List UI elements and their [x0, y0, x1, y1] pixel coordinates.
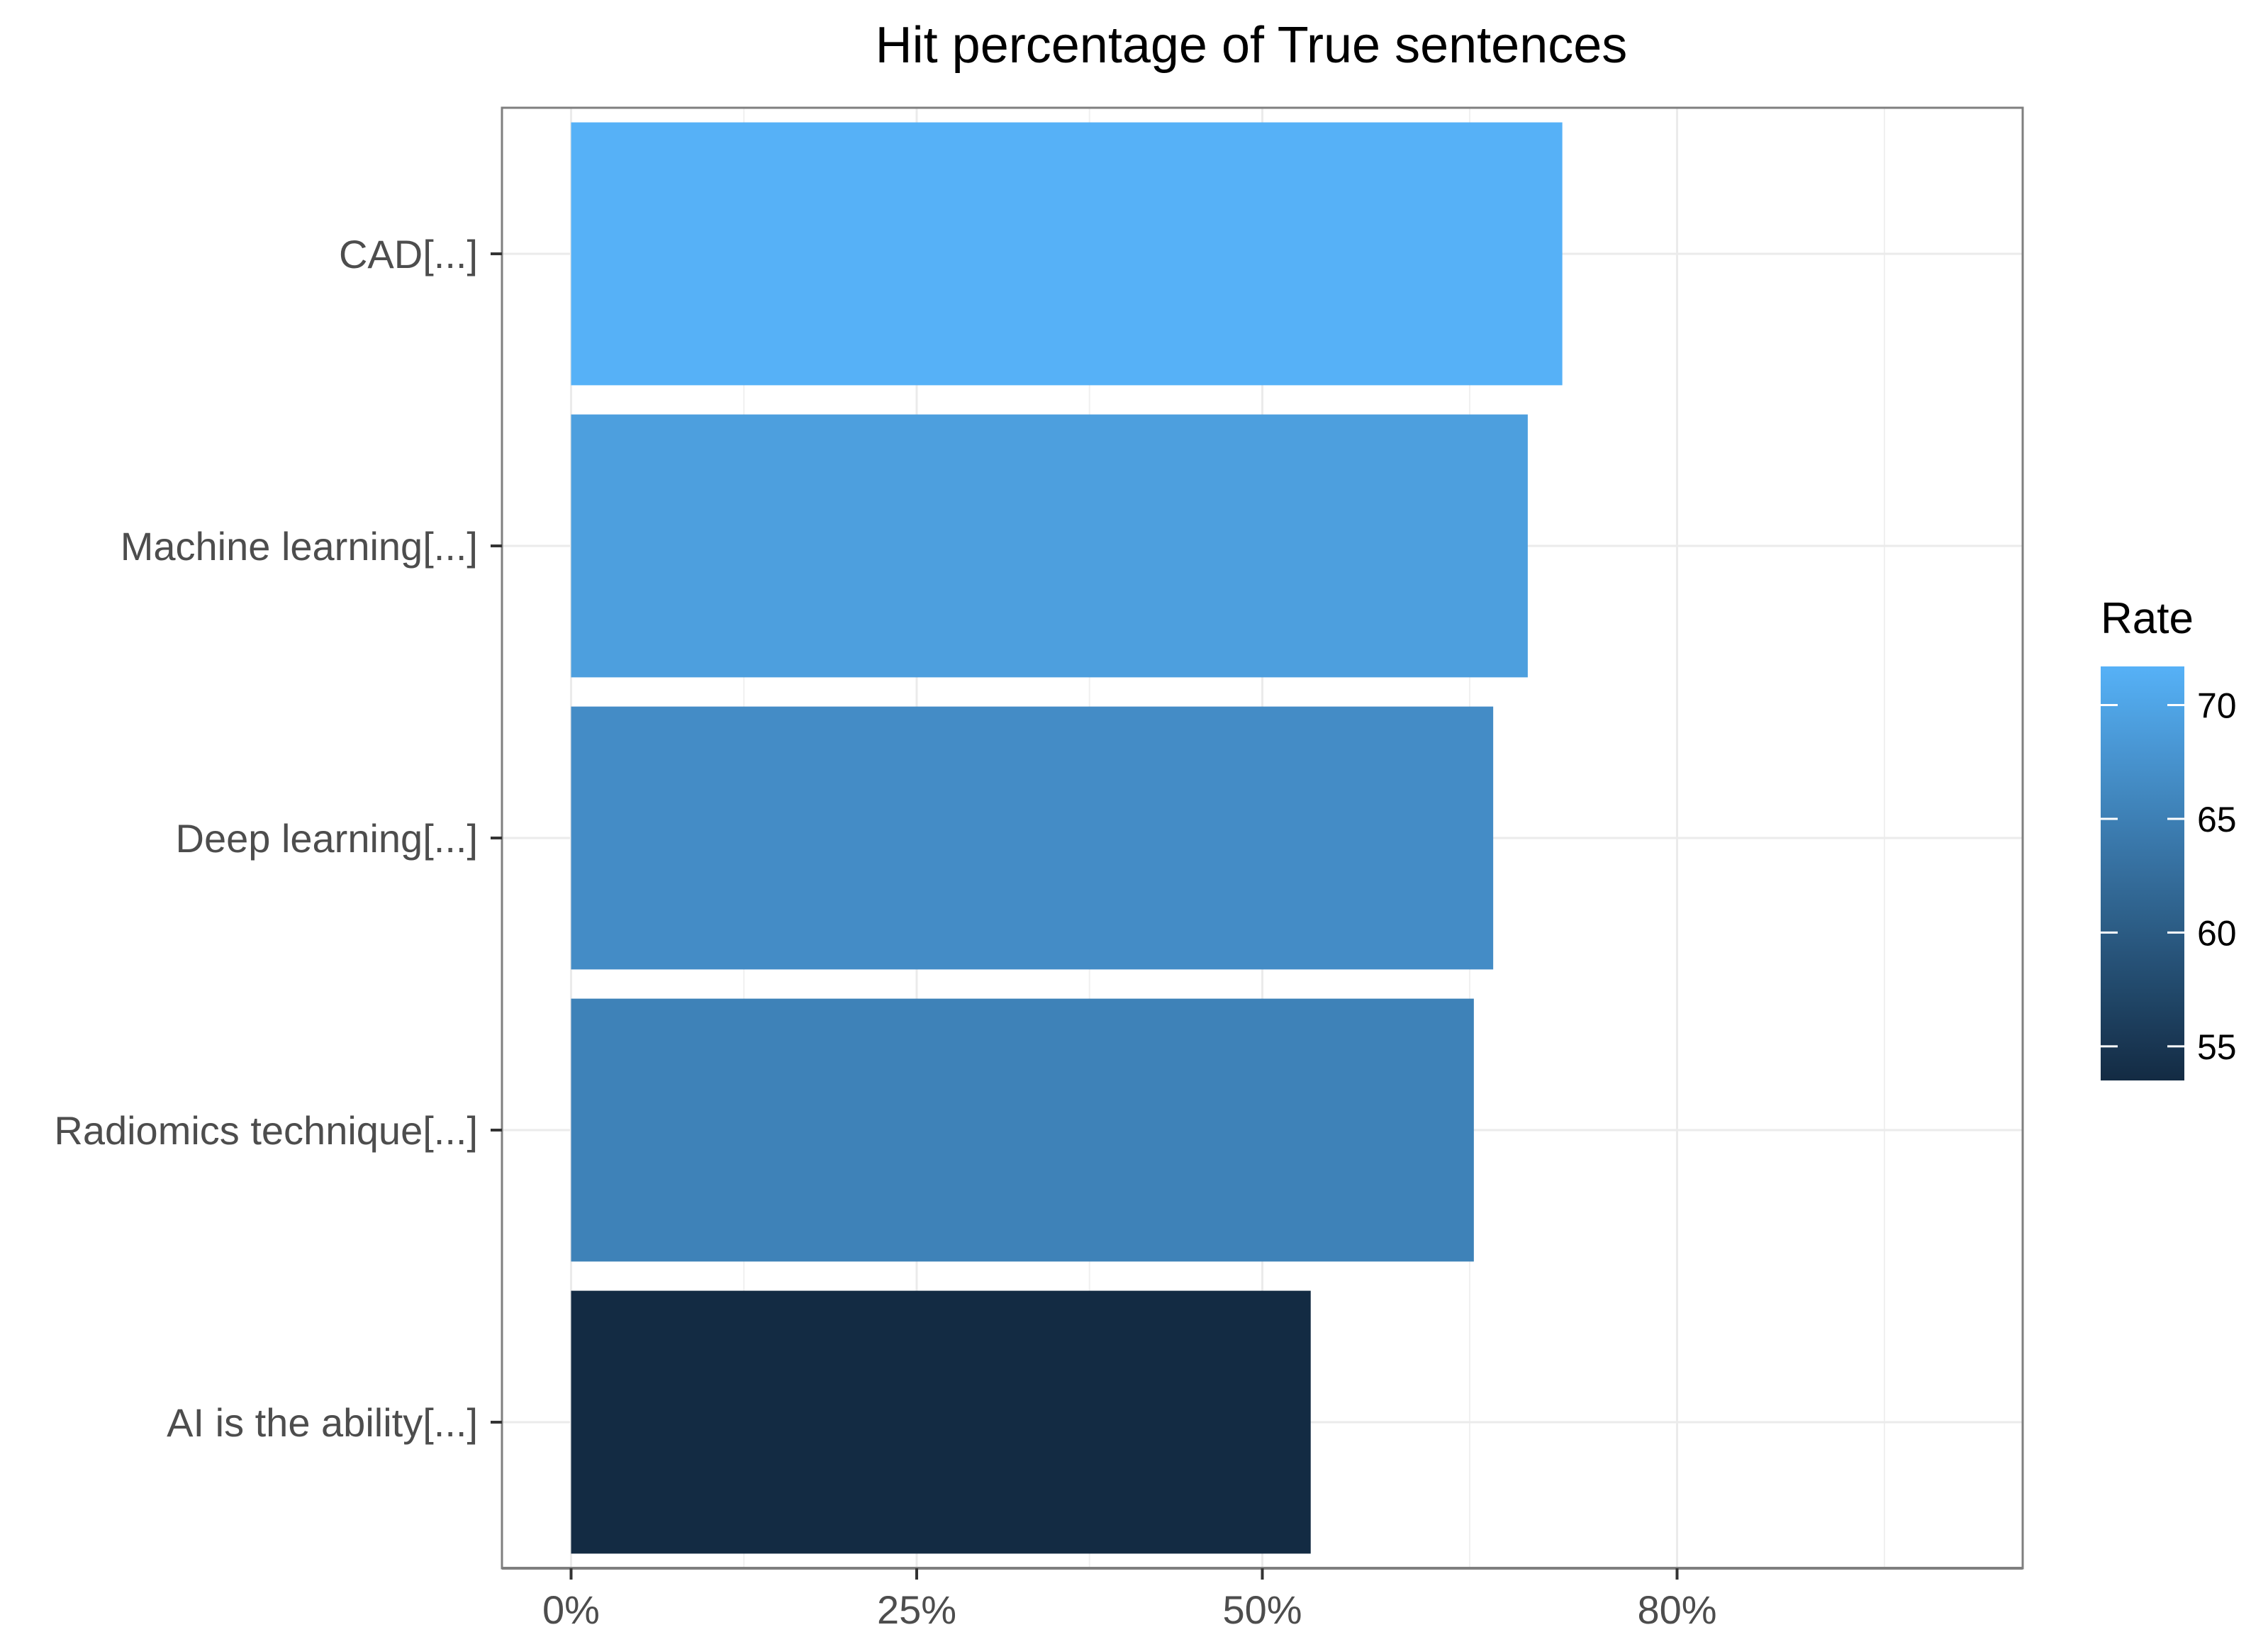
y-tick-label: AI is the ability[...] [167, 1400, 478, 1445]
x-tick-label: 25% [877, 1587, 956, 1632]
legend-colorbar [2101, 666, 2184, 1080]
bar [571, 706, 1494, 970]
legend-tick-label: 70 [2197, 686, 2237, 726]
y-tick-label: CAD[...] [339, 232, 478, 276]
legend-tick-label: 55 [2197, 1027, 2237, 1067]
y-tick-label: Machine learning[...] [121, 524, 478, 569]
x-tick-label: 0% [542, 1587, 600, 1632]
legend-tick-label: 60 [2197, 913, 2237, 953]
x-tick-label: 50% [1222, 1587, 1302, 1632]
x-tick-label: 80% [1637, 1587, 1716, 1632]
bar [571, 998, 1474, 1262]
legend: Rate 55 60 65 70 [2101, 594, 2237, 1080]
legend-title: Rate [2101, 594, 2194, 643]
y-axis: CAD[...] Machine learning[...] Deep learni… [54, 232, 502, 1445]
y-tick-label: Deep learning[...] [176, 816, 478, 861]
chart-title: Hit percentage of True sentences [876, 17, 1628, 74]
bars [501, 106, 2024, 1570]
x-axis: 0% 25% 50% 80% [502, 1567, 2023, 1632]
bar [571, 414, 1528, 678]
legend-tick-label: 65 [2197, 800, 2237, 839]
bar [571, 1290, 1311, 1554]
bar [571, 122, 1563, 386]
y-tick-label: Radiomics technique[...] [54, 1108, 478, 1153]
